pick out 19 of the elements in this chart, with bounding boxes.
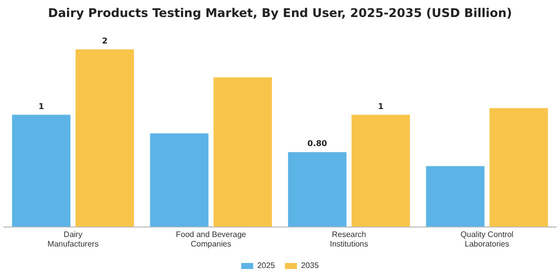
- chart-title: Dairy Products Testing Market, By End User, 2025-2035 (USD Billion): [46, 6, 513, 20]
- bar: [490, 108, 548, 227]
- x-tick-label: Research Institutions: [330, 230, 368, 248]
- data-label: 1: [378, 102, 384, 111]
- x-tick-label: Food and Beverage Companies: [176, 230, 247, 248]
- x-tick-label: Quality Control Laboratories: [460, 230, 514, 248]
- bar: [288, 152, 346, 227]
- bar: [76, 49, 134, 227]
- bar: [12, 114, 70, 227]
- bar: [352, 114, 410, 227]
- data-label: 1: [38, 102, 44, 111]
- x-tick-label: Dairy Manufacturers: [47, 230, 99, 248]
- legend-label: 2025: [257, 261, 276, 270]
- legend-label: 2035: [301, 261, 320, 270]
- data-label: 0.80: [307, 139, 328, 148]
- data-label: 2: [102, 36, 108, 46]
- bar: [214, 77, 272, 227]
- bar: [426, 166, 484, 227]
- bar: [150, 133, 208, 227]
